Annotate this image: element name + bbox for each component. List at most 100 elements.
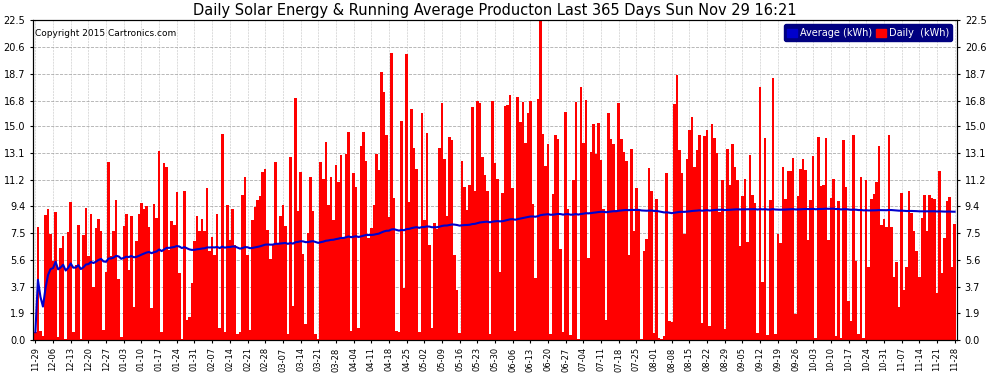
Bar [294, 98, 297, 340]
Bar [484, 175, 486, 340]
Bar [160, 332, 163, 340]
Bar [347, 132, 349, 340]
Bar [574, 102, 577, 340]
Bar [789, 171, 792, 340]
Bar [840, 338, 842, 340]
Bar [509, 95, 512, 340]
Bar [939, 171, 940, 340]
Bar [312, 210, 315, 340]
Bar [110, 256, 113, 340]
Bar [380, 72, 382, 340]
Bar [926, 231, 928, 340]
Bar [390, 53, 393, 340]
Bar [928, 195, 931, 340]
Bar [647, 168, 650, 340]
Bar [168, 250, 170, 340]
Bar [434, 224, 436, 340]
Bar [883, 219, 885, 340]
Bar [517, 97, 519, 340]
Bar [877, 146, 880, 340]
Bar [633, 231, 636, 340]
Bar [900, 193, 903, 340]
Bar [655, 200, 658, 340]
Bar [226, 205, 229, 340]
Bar [512, 189, 514, 340]
Bar [524, 143, 527, 340]
Bar [936, 293, 939, 340]
Bar [522, 102, 524, 340]
Bar [416, 169, 418, 340]
Bar [453, 255, 455, 340]
Bar [320, 162, 322, 340]
Bar [242, 195, 244, 340]
Bar [138, 214, 141, 340]
Bar [950, 267, 953, 340]
Bar [943, 238, 945, 340]
Bar [125, 214, 128, 340]
Bar [237, 334, 239, 340]
Bar [618, 103, 620, 340]
Bar [173, 225, 175, 340]
Bar [820, 186, 822, 340]
Bar [332, 220, 335, 340]
Bar [719, 212, 721, 340]
Bar [322, 179, 325, 340]
Bar [729, 185, 732, 340]
Bar [842, 140, 844, 340]
Bar [292, 306, 294, 340]
Bar [867, 267, 870, 340]
Bar [743, 179, 746, 340]
Bar [630, 148, 633, 340]
Bar [838, 201, 840, 340]
Bar [100, 231, 102, 340]
Bar [567, 209, 569, 340]
Bar [251, 220, 253, 340]
Bar [559, 249, 562, 340]
Bar [239, 332, 242, 340]
Bar [34, 332, 37, 340]
Bar [579, 87, 582, 340]
Bar [680, 172, 683, 340]
Bar [180, 339, 183, 340]
Bar [120, 337, 123, 340]
Bar [844, 187, 847, 340]
Bar [193, 241, 196, 340]
Bar [595, 154, 597, 340]
Bar [203, 231, 206, 340]
Bar [709, 326, 711, 340]
Bar [421, 112, 423, 340]
Bar [535, 278, 537, 340]
Bar [471, 106, 473, 340]
Bar [188, 317, 191, 340]
Bar [491, 101, 494, 340]
Bar [54, 211, 56, 340]
Bar [739, 246, 742, 340]
Bar [385, 135, 388, 340]
Bar [779, 243, 782, 340]
Bar [367, 238, 370, 340]
Bar [494, 163, 496, 340]
Bar [529, 101, 532, 340]
Bar [953, 224, 956, 340]
Bar [175, 192, 178, 340]
Bar [62, 236, 64, 340]
Bar [496, 179, 499, 340]
Bar [726, 149, 729, 340]
Bar [37, 227, 40, 340]
Bar [769, 200, 771, 340]
Bar [812, 156, 815, 340]
Bar [665, 173, 668, 340]
Bar [650, 191, 652, 340]
Bar [527, 113, 529, 340]
Bar [436, 230, 439, 340]
Bar [572, 180, 574, 340]
Bar [870, 199, 872, 340]
Bar [372, 205, 375, 340]
Bar [817, 137, 820, 340]
Bar [92, 287, 95, 340]
Bar [804, 170, 807, 340]
Bar [911, 213, 913, 340]
Bar [716, 153, 719, 340]
Bar [514, 330, 517, 340]
Bar [45, 215, 47, 340]
